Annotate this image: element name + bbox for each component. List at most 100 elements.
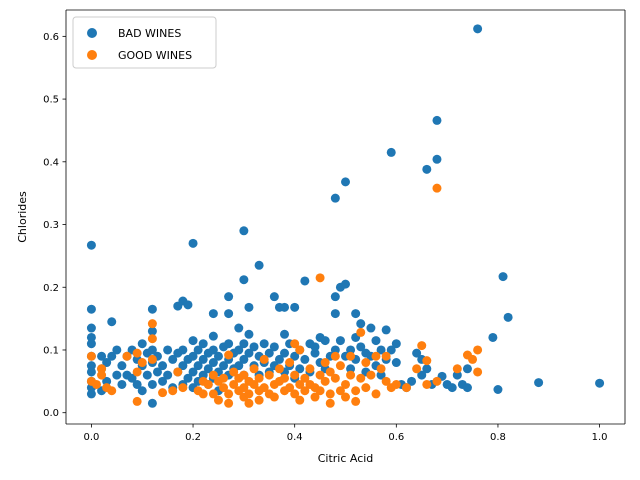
data-point <box>356 319 366 329</box>
legend-frame <box>72 16 217 69</box>
data-point <box>473 367 483 377</box>
data-point <box>335 361 345 371</box>
data-point <box>269 292 279 302</box>
data-point <box>290 389 300 399</box>
data-point <box>208 370 218 380</box>
data-point <box>330 373 340 383</box>
data-point <box>432 115 442 125</box>
data-point <box>219 361 229 371</box>
data-point <box>173 367 183 377</box>
data-point <box>183 373 193 383</box>
data-point <box>300 354 310 364</box>
data-point <box>407 376 417 386</box>
data-point <box>117 379 127 389</box>
data-point <box>213 351 223 361</box>
data-point <box>234 361 244 371</box>
data-point <box>147 319 157 329</box>
data-point <box>452 370 462 380</box>
x-tick-label: 0.8 <box>490 432 506 443</box>
x-tick-label: 0.2 <box>185 432 201 443</box>
data-point <box>244 398 254 408</box>
data-point <box>351 386 361 396</box>
data-point <box>163 345 173 355</box>
data-point <box>366 323 376 333</box>
data-point <box>249 379 259 389</box>
data-point <box>468 354 478 364</box>
data-point <box>422 379 432 389</box>
data-point <box>285 358 295 368</box>
legend-marker-good-wines <box>87 50 97 60</box>
data-point <box>361 383 371 393</box>
data-point <box>310 342 320 352</box>
data-point <box>371 336 381 346</box>
data-point <box>473 345 483 355</box>
legend-label-good-wines: GOOD WINES <box>118 49 192 62</box>
data-point <box>320 376 330 386</box>
data-point <box>168 354 178 364</box>
data-point <box>280 348 290 358</box>
data-point <box>422 356 432 366</box>
data-point <box>371 351 381 361</box>
data-point <box>488 332 498 342</box>
data-points <box>86 24 605 408</box>
y-tick-label: 0.3 <box>43 220 59 231</box>
data-point <box>330 345 340 355</box>
data-point <box>208 331 218 341</box>
data-point <box>107 386 117 396</box>
y-tick-label: 0.1 <box>43 345 59 356</box>
x-tick-label: 1.0 <box>592 432 608 443</box>
data-point <box>97 351 107 361</box>
data-point <box>147 345 157 355</box>
data-point <box>203 379 213 389</box>
y-tick-label: 0.0 <box>43 408 59 419</box>
data-point <box>132 379 142 389</box>
x-tick-label: 0.4 <box>287 432 303 443</box>
data-point <box>310 348 320 358</box>
data-point <box>351 309 361 319</box>
data-point <box>178 383 188 393</box>
data-point <box>381 376 391 386</box>
data-point <box>208 358 218 368</box>
data-point <box>193 361 203 371</box>
data-point <box>452 364 462 374</box>
data-point <box>325 389 335 399</box>
data-point <box>102 358 112 368</box>
data-point <box>412 348 422 358</box>
data-point <box>137 386 147 396</box>
data-point <box>305 364 315 374</box>
data-point <box>198 389 208 399</box>
data-point <box>239 275 249 285</box>
series-good-wines <box>86 183 483 408</box>
data-point <box>198 339 208 349</box>
data-point <box>86 361 96 371</box>
data-point <box>290 370 300 380</box>
data-point <box>290 339 300 349</box>
data-point <box>391 379 401 389</box>
data-point <box>264 370 274 380</box>
data-point <box>132 348 142 358</box>
data-point <box>356 373 366 383</box>
data-point <box>86 240 96 250</box>
data-point <box>147 379 157 389</box>
data-point <box>259 354 269 364</box>
data-point <box>86 389 96 399</box>
data-point <box>234 345 244 355</box>
data-point <box>122 351 132 361</box>
data-point <box>178 345 188 355</box>
data-point <box>300 386 310 396</box>
data-point <box>320 358 330 368</box>
data-point <box>417 370 427 380</box>
data-point <box>244 302 254 312</box>
data-point <box>244 389 254 399</box>
data-point <box>239 339 249 349</box>
data-point <box>356 327 366 337</box>
data-point <box>254 260 264 270</box>
data-point <box>229 379 239 389</box>
data-point <box>259 339 269 349</box>
data-point <box>137 339 147 349</box>
data-point <box>341 379 350 389</box>
data-point <box>432 154 442 164</box>
data-point <box>203 364 213 374</box>
data-point <box>330 193 340 203</box>
data-point <box>239 226 249 236</box>
